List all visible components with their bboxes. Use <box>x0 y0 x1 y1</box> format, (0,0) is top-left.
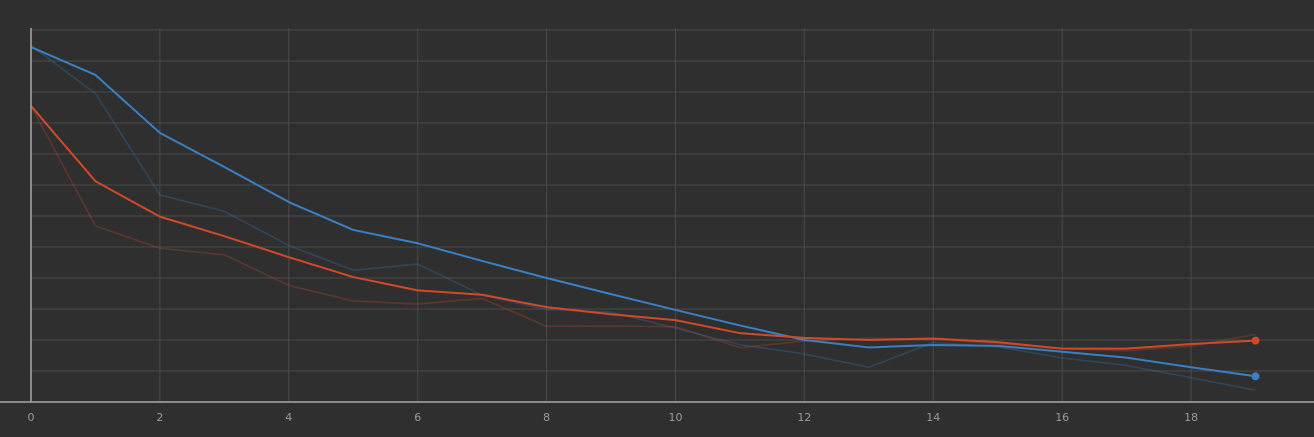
x-tick-label: 10 <box>669 411 683 424</box>
axes <box>0 28 1314 403</box>
x-tick-label: 16 <box>1055 411 1069 424</box>
series-line-2 <box>30 105 1256 350</box>
x-tick-label: 14 <box>926 411 940 424</box>
x-tick-label: 2 <box>156 411 163 424</box>
grid <box>31 28 1314 403</box>
raw-series-lines <box>30 44 1256 392</box>
x-tick-labels: 0 2 4 6 8 10 12 14 16 18 <box>28 411 1199 424</box>
x-tick-label: 18 <box>1184 411 1198 424</box>
series-end-point-1 <box>1251 372 1260 381</box>
x-tick-label: 8 <box>543 411 550 424</box>
series-line-1 <box>30 46 1256 378</box>
raw-series-line-2 <box>30 105 1256 352</box>
series-end-markers <box>1251 336 1260 381</box>
x-tick-label: 0 <box>28 411 35 424</box>
series-end-point-2 <box>1251 336 1260 345</box>
raw-series-line-1 <box>30 44 1256 392</box>
smoothed-series-lines <box>30 46 1256 378</box>
x-tick-label: 12 <box>797 411 811 424</box>
x-tick-label: 4 <box>285 411 292 424</box>
x-tick-label: 6 <box>414 411 421 424</box>
